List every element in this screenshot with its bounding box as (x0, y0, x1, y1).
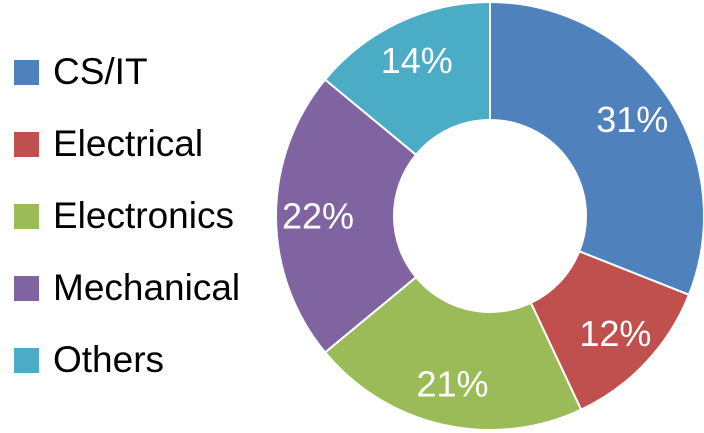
slice-label-electrical: 12% (579, 313, 651, 354)
donut-slice-cs-it (489, 0, 704, 297)
donut-slice-others (323, 0, 491, 157)
legend-item-others: Others (14, 338, 164, 382)
legend-label-electronics: Electronics (53, 195, 234, 236)
legend-swatch-cs-it (14, 59, 39, 85)
legend-swatch-electrical (14, 131, 39, 157)
slice-label-mechanical: 22% (282, 196, 354, 237)
legend-label-cs-it: CS/IT (53, 51, 148, 92)
donut-slice-electronics (323, 275, 583, 431)
donut-slice-mechanical (275, 78, 418, 354)
legend-item-electrical: Electrical (14, 122, 203, 166)
legend-item-mechanical: Mechanical (14, 266, 240, 310)
legend-label-electrical: Electrical (53, 123, 204, 164)
legend-swatch-electronics (14, 203, 39, 229)
legend-item-electronics: Electronics (14, 194, 234, 238)
slice-label-cs-it: 31% (596, 99, 668, 140)
slice-label-others: 14% (381, 40, 453, 81)
slice-label-electronics: 21% (416, 363, 488, 404)
donut-slice-electrical (529, 250, 691, 411)
legend-item-cs-it: CS/IT (14, 50, 148, 94)
legend-label-others: Others (53, 339, 165, 380)
legend-swatch-others (14, 347, 39, 373)
legend-swatch-mechanical (14, 275, 39, 301)
legend-label-mechanical: Mechanical (53, 267, 241, 308)
